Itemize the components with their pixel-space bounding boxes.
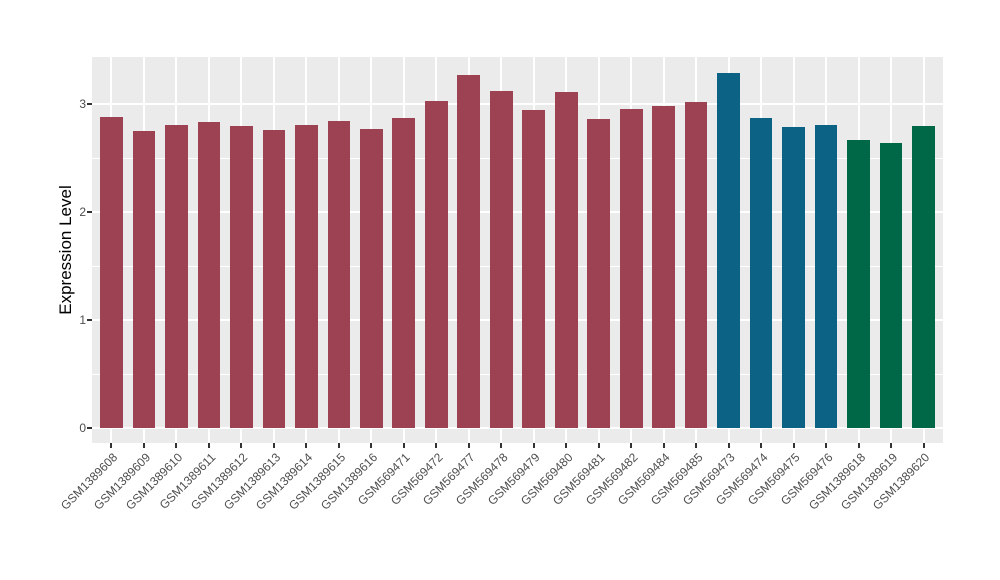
bar-GSM569478 [489, 91, 513, 428]
bar-GSM1389612 [230, 125, 253, 428]
y-major-gridline [92, 211, 943, 213]
bar-GSM1389615 [327, 121, 351, 428]
bar-GSM1389608 [100, 116, 123, 428]
y-tick-label: 3 [79, 97, 86, 111]
x-tick-mark [825, 443, 828, 448]
y-tick-mark [87, 427, 92, 429]
y-axis-title: Expression Level [56, 185, 75, 315]
x-tick-mark [662, 443, 665, 448]
bar-GSM1389618 [847, 139, 870, 428]
bar-GSM1389616 [359, 128, 383, 428]
x-tick-mark [597, 443, 600, 448]
bar-GSM1389610 [165, 124, 188, 428]
bar-GSM569474 [749, 118, 773, 428]
bar-GSM569476 [814, 124, 838, 428]
x-tick-mark [695, 443, 698, 448]
x-tick-mark [207, 443, 210, 448]
x-tick-mark [467, 443, 470, 448]
y-minor-gridline [92, 374, 943, 375]
x-tick-mark [110, 443, 113, 448]
y-tick-label: 0 [79, 421, 86, 435]
x-tick-mark [175, 443, 178, 448]
bar-GSM1389619 [879, 142, 903, 428]
bar-GSM569475 [782, 126, 805, 428]
bar-GSM569479 [522, 110, 546, 428]
y-minor-gridline [92, 158, 943, 159]
x-tick-mark [565, 443, 568, 448]
x-tick-mark [760, 443, 763, 448]
bar-GSM569484 [652, 106, 675, 428]
x-tick-mark [370, 443, 373, 448]
y-tick-mark [87, 103, 92, 105]
x-tick-mark [922, 443, 925, 448]
x-tick-mark [435, 443, 438, 448]
x-tick-mark [402, 443, 405, 448]
x-tick-mark [272, 443, 275, 448]
bar-GSM569473 [717, 72, 740, 428]
x-tick-mark [857, 443, 860, 448]
y-major-gridline [92, 319, 943, 321]
y-tick-mark [87, 211, 92, 213]
x-tick-mark [500, 443, 503, 448]
bar-GSM569485 [684, 101, 708, 428]
plot-panel [92, 57, 943, 443]
x-tick-mark [890, 443, 893, 448]
y-major-gridline [92, 427, 943, 429]
x-tick-mark [337, 443, 340, 448]
bar-GSM1389613 [262, 129, 286, 428]
bar-GSM1389609 [132, 131, 156, 428]
x-tick-mark [142, 443, 145, 448]
bar-GSM1389620 [912, 125, 935, 428]
bar-GSM569471 [392, 118, 416, 428]
y-tick-label: 2 [79, 205, 86, 219]
x-tick-mark [532, 443, 535, 448]
bar-GSM1389611 [197, 122, 221, 428]
y-minor-gridline [92, 266, 943, 267]
bar-GSM569481 [587, 119, 611, 428]
y-tick-label: 1 [79, 313, 86, 327]
x-tick-mark [727, 443, 730, 448]
y-tick-mark [87, 319, 92, 321]
y-major-gridline [92, 103, 943, 105]
x-tick-mark [240, 443, 243, 448]
bar-GSM569480 [554, 92, 578, 428]
x-tick-mark [305, 443, 308, 448]
bar-GSM569472 [424, 100, 448, 428]
x-tick-mark [792, 443, 795, 448]
x-tick-mark [630, 443, 633, 448]
bar-GSM569482 [619, 109, 643, 428]
bar-GSM569477 [457, 74, 481, 428]
bar-GSM1389614 [295, 124, 318, 428]
